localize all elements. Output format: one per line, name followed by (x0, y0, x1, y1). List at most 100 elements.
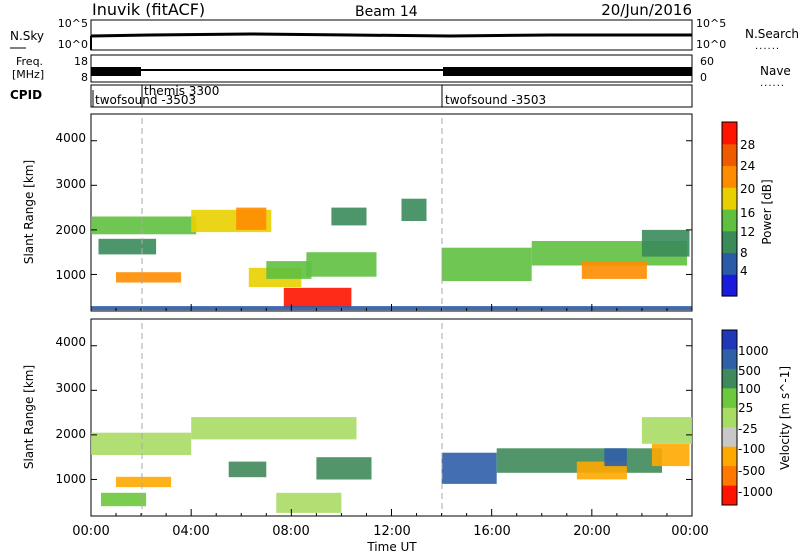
power-colorbar (721, 121, 738, 297)
time-tick-1: 04:00 (172, 524, 209, 539)
velocity-region-1 (116, 476, 172, 488)
power-range-tick-3000: 3000 (55, 177, 86, 191)
nsearch-label: N.Search (745, 27, 799, 41)
velocity-scale-title: Velocity [m s^-1] (778, 366, 792, 470)
velocity-range-axis-title: Slant Range [km] (22, 365, 36, 469)
nave-label: Nave (760, 64, 791, 78)
time-tick-0: 00:00 (72, 524, 109, 539)
velocity-range-tick-3000: 3000 (55, 381, 86, 395)
freq-left-tick-top: 18 (74, 55, 88, 68)
power-range-tick-2000: 2000 (55, 223, 86, 237)
velocity-region-11 (651, 443, 690, 467)
time-tick-5: 20:00 (573, 524, 610, 539)
power-cpid-dashes (141, 118, 443, 311)
power-region-6 (266, 261, 312, 279)
velocity-region-10 (604, 448, 627, 467)
velocity-region-5 (276, 492, 342, 513)
power-colorbar-swatch-5 (722, 165, 737, 188)
velocity-colorbar-frame (721, 329, 738, 506)
time-axis (90, 304, 693, 516)
velocity-range-tick-2000: 2000 (55, 427, 86, 441)
velocity-colorbar-swatch-3 (722, 388, 737, 409)
velocity-scale-label-500: 500 (738, 364, 761, 378)
time-tick-3: 12:00 (373, 524, 410, 539)
velocity-scale-label-25: 25 (738, 401, 753, 415)
time-axis-title: Time UT (366, 540, 417, 554)
power-region-11 (441, 247, 532, 282)
velocity-colorbar-swatch-2 (722, 368, 737, 389)
velocity-cpid-dashes (141, 323, 443, 516)
velocity-region-4 (228, 461, 267, 478)
power-colorbar-swatch-4 (722, 187, 737, 210)
velocity-region-0 (91, 432, 192, 455)
power-colorbar-swatch-0 (722, 274, 737, 297)
power-panel-frame (90, 113, 693, 312)
velocity-scale-label-m500: -500 (738, 464, 765, 478)
velocity-colorbar-swatch-1 (722, 349, 737, 370)
power-scale-label-4: 4 (740, 264, 748, 278)
freq-label-line1: Freq. (16, 55, 43, 68)
nsky-left-tick-bottom: 10^0 (58, 38, 88, 51)
power-region-2 (116, 272, 182, 283)
power-region-4 (236, 207, 267, 230)
freq-label-line2: [MHz] (12, 68, 44, 81)
velocity-colorbar (721, 329, 738, 506)
cpid-segment-1: themis 3300 (144, 84, 219, 98)
power-region-7 (283, 287, 352, 308)
nsky-right-tick-top: 10^5 (696, 17, 726, 30)
nsky-right-tick-bottom: 10^0 (696, 38, 726, 51)
freq-right-tick-bottom: 0 (700, 71, 707, 84)
power-scale-label-12: 12 (740, 225, 755, 239)
velocity-panel: 1000 2000 3000 4000 Slant Range [km] (22, 318, 693, 517)
power-region-0 (91, 216, 197, 235)
power-range-axis-title: Slant Range [km] (22, 160, 36, 264)
velocity-colorbar-swatch-5 (722, 427, 737, 448)
nsearch-legend-dots: ...... (755, 41, 780, 52)
velocity-region-12 (641, 417, 692, 444)
velocity-range-tick-1000: 1000 (55, 472, 86, 486)
power-colorbar-swatch-6 (722, 143, 737, 167)
velocity-scale-label-m25: -25 (738, 422, 758, 436)
power-region-9 (331, 207, 367, 226)
power-colorbar-swatch-3 (722, 209, 737, 232)
power-region-14 (641, 229, 690, 257)
power-scale-label-20: 20 (740, 182, 755, 196)
velocity-scale-label-100: 100 (738, 382, 761, 396)
nsky-left-tick-top: 10^5 (58, 17, 88, 30)
date-title: 20/Jun/2016 (601, 1, 692, 19)
velocity-data-marks (91, 345, 692, 513)
power-colorbar-swatch-2 (722, 230, 737, 254)
velocity-scale-label-m100: -100 (738, 442, 765, 456)
cpid-segment-2: twofsound -3503 (445, 93, 546, 107)
power-region-1 (98, 238, 157, 255)
cpid-label: CPID (10, 88, 42, 102)
freq-band-left (91, 67, 141, 76)
velocity-region-6 (316, 457, 372, 480)
velocity-range-tick-4000: 4000 (55, 335, 86, 349)
velocity-region-2 (101, 492, 147, 507)
velocity-colorbar-swatch-4 (722, 407, 737, 428)
velocity-colorbar-swatch-6 (722, 446, 737, 467)
power-scale-title: Power [dB] (760, 179, 774, 244)
power-region-10 (401, 198, 427, 221)
velocity-region-7 (441, 452, 497, 484)
power-colorbar-swatch-7 (722, 122, 737, 145)
power-scale-label-8: 8 (740, 246, 748, 260)
cpid-strip-frame (90, 84, 693, 108)
power-scale-label-16: 16 (740, 206, 755, 220)
time-tick-2: 08:00 (272, 524, 309, 539)
time-tick-6: 00:00 (671, 524, 708, 539)
power-region-13 (581, 261, 647, 279)
power-region-8 (306, 252, 377, 277)
nsky-trace (90, 32, 692, 38)
velocity-scale-label-1000: 1000 (738, 344, 769, 358)
beam-title: Beam 14 (355, 4, 418, 20)
velocity-scale-label-m1000: -1000 (738, 485, 773, 499)
time-tick-4: 16:00 (473, 524, 510, 539)
freq-band-right (443, 67, 692, 76)
cpid-segment-0: twofsound -3503 (95, 93, 196, 107)
power-scale-label-28: 28 (740, 138, 755, 152)
power-colorbar-frame (721, 121, 738, 297)
